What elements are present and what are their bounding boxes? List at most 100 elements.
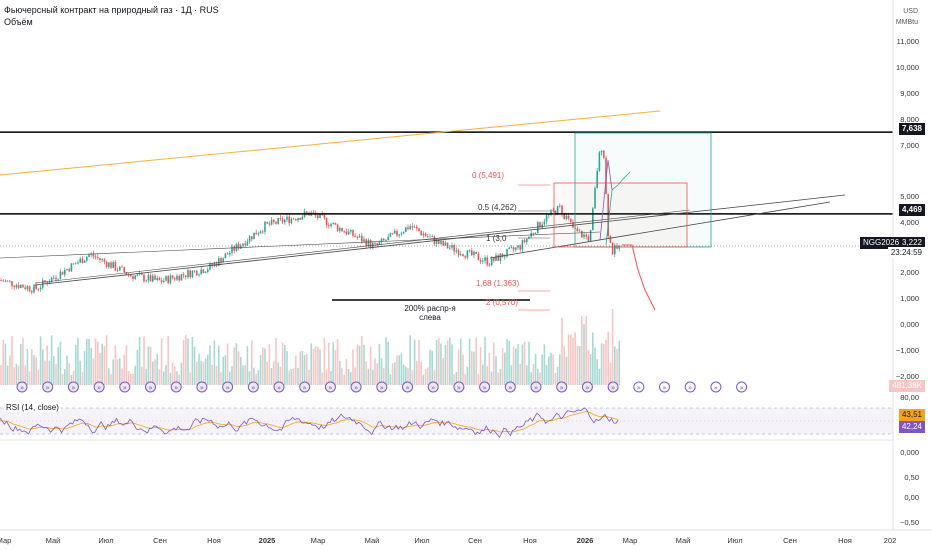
candle-body [508, 247, 510, 250]
volume-bar [578, 345, 581, 385]
volume-bar [435, 339, 438, 385]
event-marker-icon [247, 381, 259, 393]
candle-body [510, 247, 513, 249]
volume-bar [548, 356, 550, 385]
candle-body [24, 287, 26, 289]
candle-body [167, 276, 169, 284]
candle-body [68, 268, 70, 272]
candle-body [361, 235, 363, 242]
volume-bar [70, 374, 73, 385]
candle-body [460, 254, 462, 256]
volume-bar [409, 335, 411, 385]
volume-bars [0, 308, 620, 385]
candle-body [387, 236, 389, 241]
volume-bar [312, 348, 315, 385]
candle-body [33, 284, 35, 293]
volume-bar [365, 361, 367, 385]
event-marker-icon [145, 381, 156, 393]
candle-body [306, 211, 308, 213]
candle-body [319, 213, 321, 218]
volume-bar [354, 367, 356, 385]
candle-body [374, 242, 376, 244]
candle-body [226, 253, 229, 255]
volume-bar [446, 340, 449, 385]
candle-body [218, 258, 220, 266]
time-tick-label: Май [46, 536, 61, 545]
rsi-band [0, 408, 893, 434]
volume-bar [321, 372, 323, 385]
volume-bar [603, 343, 605, 385]
volume-bar [262, 347, 264, 385]
time-tick-label: Май [365, 536, 380, 545]
event-marker-glyph: » [637, 384, 641, 392]
candle-body [55, 277, 57, 280]
candle-body [609, 235, 612, 243]
volume-bar [358, 345, 361, 385]
event-marker-icon [350, 381, 362, 393]
candle-body [284, 219, 286, 223]
volume-bar [325, 369, 328, 385]
volume-bar [609, 362, 612, 385]
candle-body [94, 256, 97, 258]
volume-bar [475, 337, 477, 385]
currency: USD [903, 8, 918, 15]
candle-body [363, 239, 365, 242]
candle-body [506, 249, 508, 257]
candle-body [323, 215, 326, 218]
event-marker-icon [324, 381, 336, 393]
volume-bar [9, 355, 11, 385]
candle-body [17, 285, 20, 288]
candle-body [125, 272, 128, 275]
candle-body [380, 238, 383, 243]
volume-bar [37, 369, 40, 385]
candle-body [541, 224, 543, 228]
candle-body [523, 240, 526, 243]
volume-bar [350, 372, 352, 385]
candle-body [163, 280, 165, 283]
volume-bar [44, 360, 46, 385]
candle-body [561, 205, 563, 215]
rsi-label[interactable]: RSI (14, close) [4, 403, 61, 412]
candle-body [603, 150, 605, 158]
candle-body [581, 230, 583, 238]
event-marker-icon [530, 381, 542, 393]
candle-body [178, 275, 180, 281]
candle-body [79, 258, 81, 263]
volume-bar [592, 332, 594, 385]
candle-body [286, 216, 288, 220]
volume-bar [552, 354, 554, 385]
volume-bar [59, 341, 62, 385]
candle-body [121, 266, 123, 268]
projection-path-purple [599, 159, 613, 241]
candle-body [537, 222, 539, 234]
price-tick-label: 11,000 [897, 37, 919, 46]
volume-bar [519, 364, 521, 385]
candle-body [396, 230, 398, 236]
volume-bar [222, 356, 224, 385]
candle-body [31, 291, 33, 293]
candle-body [515, 247, 517, 250]
time-tick-label: Июл [414, 536, 429, 545]
volume-bar [332, 342, 334, 385]
candle-body [200, 269, 202, 275]
volume-bar [299, 351, 301, 385]
candle-body [158, 277, 161, 281]
volume-bar [570, 334, 572, 385]
candle-body [532, 232, 535, 234]
candle-body [75, 263, 77, 265]
candle-body [405, 227, 407, 233]
time-tick-label: Сен [783, 536, 797, 545]
candle-body [46, 282, 48, 284]
candle-body [2, 280, 4, 282]
volume-bar [35, 357, 37, 385]
candle-body [453, 245, 455, 252]
candle-body [242, 243, 244, 246]
event-marker-glyph: » [71, 384, 75, 392]
volume-bar [4, 343, 7, 385]
price-tick-label: 8,000 [900, 115, 919, 124]
volume-bar [284, 344, 286, 385]
volume-bar [411, 370, 414, 385]
candle-body [290, 218, 293, 224]
volume-bar [79, 360, 81, 385]
